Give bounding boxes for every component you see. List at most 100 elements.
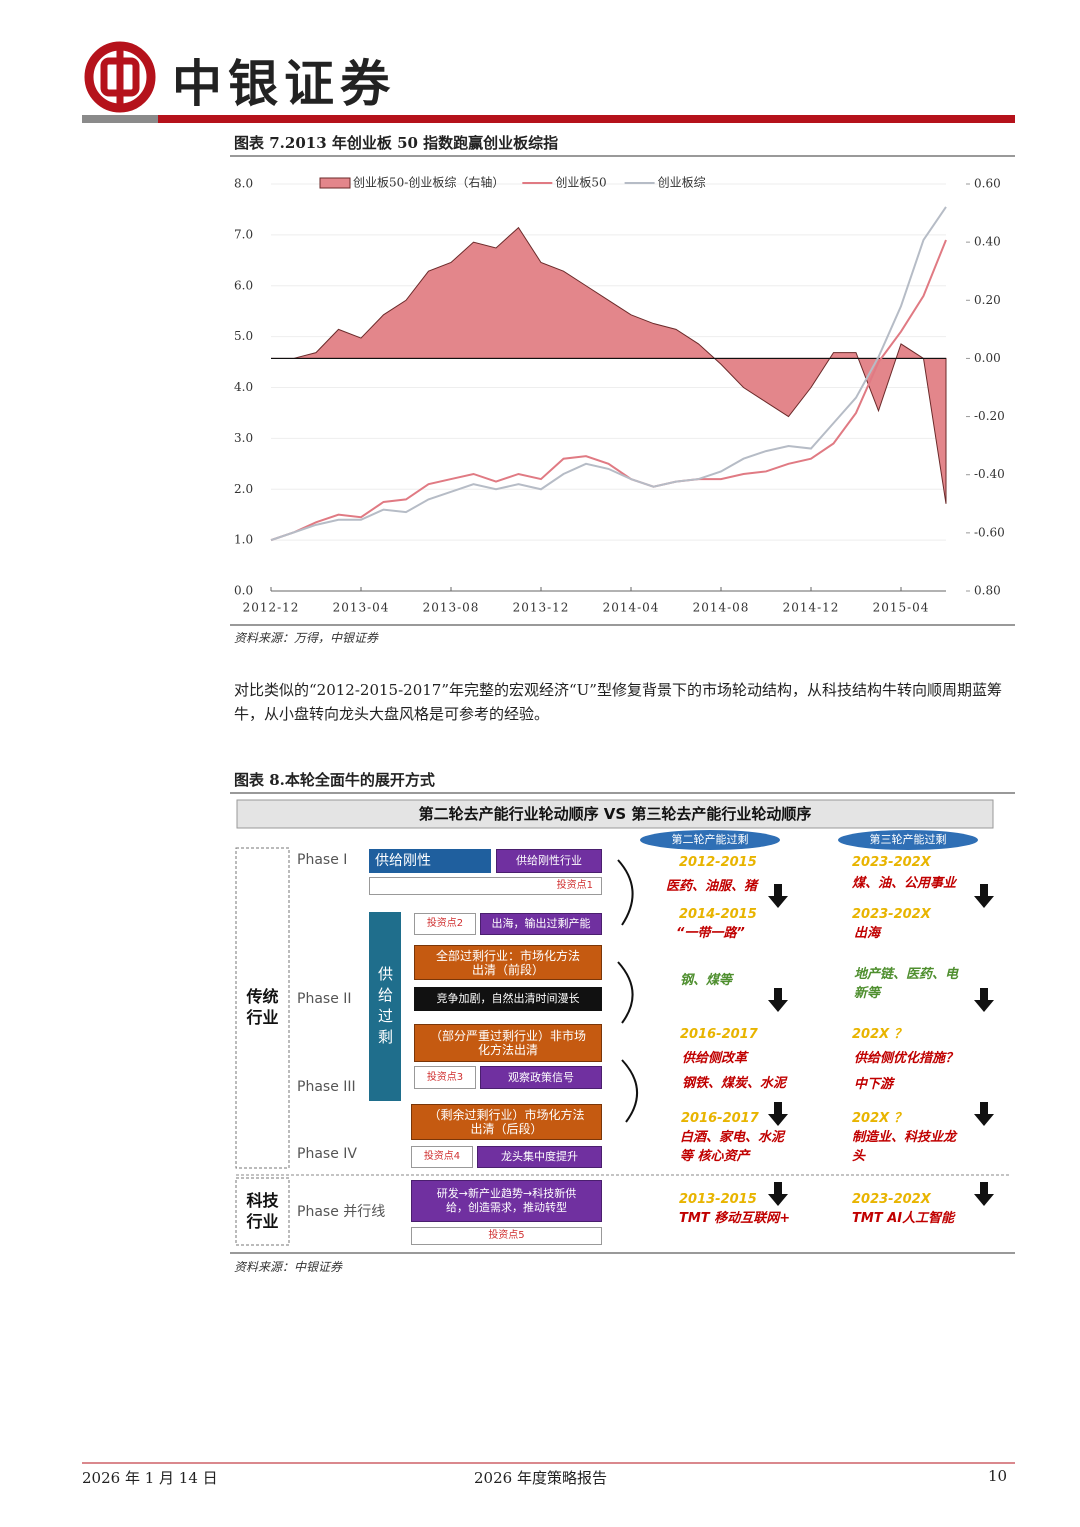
x-tick-label: 2012-12: [243, 601, 300, 615]
y2-tick-label: 0.00: [974, 351, 1001, 365]
y2-tick-label: 0.80: [974, 584, 1001, 598]
rule: [82, 115, 158, 123]
round-title: 第三轮产能过剩: [869, 833, 947, 846]
round-item: 煤、油、公用事业: [852, 876, 957, 891]
chart: 0.0 1.0 2.0 3.0 4.0 5.0 6.0 7.0 8.0 0.60 0.40 0.20 0…: [234, 175, 1005, 615]
down-arrow: [768, 988, 788, 1012]
round-item: 202X ？: [852, 1027, 907, 1042]
round-item: TMT AI人工智能: [852, 1211, 955, 1226]
figure-title: 图表 7.2013 年创业板 50 指数跑赢创业板综指: [234, 134, 559, 152]
y-tick-label: 6.0: [234, 278, 253, 292]
diagram-header: 第二轮去产能行业轮动顺序 VS 第三轮去产能行业轮动顺序: [418, 805, 812, 823]
flow-box: 观察政策信号: [480, 1066, 602, 1089]
y2-tick-label: -0.40: [974, 467, 1005, 481]
down-arrow: [974, 1182, 994, 1206]
footer-report: 2026 年度策略报告: [474, 1469, 607, 1487]
source: 资料来源：中银证券: [234, 1260, 343, 1274]
group-label: 科技行业: [246, 1191, 279, 1231]
oversupply-label: 供给过剩: [376, 966, 394, 1050]
down-arrow: [974, 884, 994, 908]
x-tick-label: 2013-12: [513, 601, 570, 615]
round-item: 供给侧优化措施？: [854, 1051, 959, 1066]
flow-box: 全部过剩行业：市场化方法出清（前段）: [414, 945, 602, 980]
curve-arrow: [621, 1059, 639, 1123]
round-item: 供给侧改革: [682, 1051, 748, 1066]
y2-tick-label: 0.20: [974, 293, 1001, 307]
paragraph: 对比类似的“2012-2015-2017”年完整的宏观经济“U”型修复背景下的市…: [234, 681, 1002, 723]
flow-box: 投资点1: [369, 877, 602, 895]
y-tick-label: 1.0: [234, 533, 253, 547]
down-arrow: [974, 988, 994, 1012]
down-arrow: [768, 1182, 788, 1206]
down-arrow: [768, 884, 788, 908]
curve-arrow: [617, 961, 634, 1024]
figure-title: 图表 8.本轮全面牛的展开方式: [234, 771, 435, 789]
round-item: 钢、煤等: [680, 973, 733, 988]
round-item: 2023-202X: [852, 1192, 931, 1207]
y2-tick-label: 0.60: [974, 177, 1001, 191]
line: [270, 206, 947, 542]
group-label: 传统行业: [246, 987, 279, 1027]
flow-box: 投资点2: [414, 913, 476, 935]
flow-box: 出海，输出过剩产能: [480, 913, 602, 935]
y-tick-label: 7.0: [234, 227, 253, 241]
y2-tick-label: -0.20: [974, 409, 1005, 423]
curve-arrow: [617, 859, 634, 926]
flow-box: 竞争加剧，自然出清时间漫长: [414, 987, 602, 1011]
arrows: [768, 884, 994, 1206]
source: 资料来源：万得，中银证券: [234, 631, 379, 645]
phase-label: Phase III: [297, 1079, 356, 1095]
footer-page: 10: [988, 1467, 1008, 1485]
phase-label: Phase I: [297, 852, 348, 868]
round-item: 地产链、医药、电新等: [854, 967, 959, 1001]
brand: 中银证券: [172, 54, 396, 113]
flow-box: （部分严重过剩行业）非市场化方法出清: [414, 1024, 602, 1062]
footer-date: 2026 年 1 月 14 日: [82, 1469, 218, 1487]
legend-label: 创业板50: [555, 176, 606, 190]
down-arrow: [974, 1102, 994, 1126]
flow-box: 研发→新产业趋势→科技新供给，创造需求，推动转型: [411, 1180, 602, 1222]
legend-swatch: [319, 177, 351, 189]
phase-label: Phase II: [297, 991, 352, 1007]
y2-tick-label: -0.60: [974, 525, 1005, 539]
y-tick-label: 4.0: [234, 380, 253, 394]
oval: [838, 830, 978, 850]
y-tick-label: 2.0: [234, 482, 253, 496]
x-tick-label: 2014-04: [603, 601, 660, 615]
round-item: 2012-2015: [679, 855, 757, 870]
flow-box: 供给刚性: [369, 849, 491, 873]
y-tick-label: 3.0: [234, 431, 253, 445]
line: [270, 239, 947, 542]
round-item: 2016-2017: [680, 1027, 758, 1042]
group-box: [235, 1177, 290, 1246]
phase-label: Phase 并行线: [297, 1204, 386, 1220]
x-tick-label: 2013-08: [423, 601, 480, 615]
flow-box: （剩余过剩行业）市场化方法出清（后段）: [411, 1104, 602, 1140]
x-tick-label: 2015-04: [873, 601, 930, 615]
y-tick-label: 8.0: [234, 177, 253, 191]
y-tick-label: 0.0: [234, 584, 253, 598]
x-tick-label: 2013-04: [333, 601, 390, 615]
legend-label: 创业板50-创业板综（右轴）: [353, 175, 504, 190]
phase-label: Phase IV: [297, 1146, 357, 1162]
flow-box: 投资点5: [411, 1227, 602, 1245]
round-item: 白酒、家电、水泥等 核心资产: [680, 1130, 785, 1164]
round-item: 2023-202X: [852, 907, 931, 922]
round-title: 第二轮产能过剩: [671, 833, 749, 846]
flow-box: 投资点3: [414, 1066, 476, 1089]
y2-tick-label: 0.40: [974, 235, 1001, 249]
y-tick-label: 5.0: [234, 329, 253, 343]
x-tick-label: 2014-08: [693, 601, 750, 615]
diagram-header-box: [236, 799, 994, 829]
down-arrow: [768, 1102, 788, 1126]
area: [271, 226, 947, 504]
round-item: “一带一路”: [676, 926, 745, 941]
flow-box: 供给刚性行业: [496, 849, 602, 873]
legend-label: 创业板综: [658, 176, 706, 190]
round-item: 制造业、科技业龙头: [852, 1130, 957, 1164]
round-item: 2016-2017: [681, 1111, 759, 1126]
round-item: 医药、油服、猪: [666, 879, 758, 894]
flow-box: 龙头集中度提升: [477, 1146, 602, 1168]
round-item: 2023-202X: [852, 855, 931, 870]
